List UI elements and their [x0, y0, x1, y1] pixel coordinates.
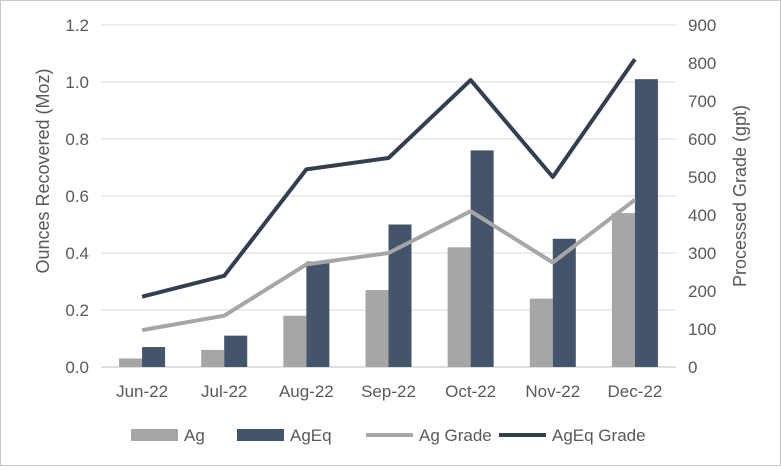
x-tick-label: Nov-22 — [525, 382, 580, 401]
y2-tick-label: 0 — [688, 358, 697, 377]
x-axis-ticks: Jun-22 Jul-22 Aug-22 Sep-22 Oct-22 Nov-22 Dec-… — [116, 382, 662, 401]
right-axis-ticks: 0 100 200 300 400 500 600 700 800 900 — [688, 16, 716, 377]
bar-ageq — [142, 347, 166, 367]
y2-tick-label: 200 — [688, 282, 716, 301]
x-tick-label: Jul-22 — [201, 382, 247, 401]
line-ag-grade — [141, 198, 637, 333]
x-tick-label: Aug-22 — [279, 382, 334, 401]
legend-label-ag-grade: Ag Grade — [419, 426, 492, 445]
left-axis-ticks: 0.0 0.2 0.4 0.6 0.8 1.0 1.2 — [65, 16, 89, 377]
y2-tick-label: 600 — [688, 130, 716, 149]
line-ageq-grade — [141, 58, 637, 299]
right-axis-title: Processed Grade (gpt) — [730, 105, 750, 287]
bar-ageq — [224, 335, 248, 367]
bar-ageq — [306, 261, 330, 367]
bar-ag — [119, 358, 143, 367]
y2-tick-label: 300 — [688, 244, 716, 263]
legend-label-ageq-grade: AgEq Grade — [552, 426, 646, 445]
legend: Ag AgEq Ag Grade AgEq Grade — [131, 426, 646, 445]
bar-ag — [447, 247, 471, 367]
y-tick-label: 0.0 — [65, 358, 89, 377]
y-tick-label: 1.0 — [65, 73, 89, 92]
x-tick-label: Sep-22 — [361, 382, 416, 401]
y-tick-label: 0.2 — [65, 301, 89, 320]
y2-tick-label: 500 — [688, 168, 716, 187]
y2-tick-label: 100 — [688, 320, 716, 339]
x-tick-label: Oct-22 — [445, 382, 496, 401]
y2-tick-label: 900 — [688, 16, 716, 35]
y2-tick-label: 400 — [688, 206, 716, 225]
legend-swatch-ag — [131, 429, 178, 441]
x-tick-label: Jun-22 — [116, 382, 168, 401]
bar-series — [119, 79, 658, 368]
bar-ag — [283, 315, 307, 367]
bar-ag — [529, 298, 553, 367]
bar-ag — [365, 290, 389, 367]
legend-label-ageq: AgEq — [290, 426, 332, 445]
bar-ageq — [634, 79, 658, 368]
left-axis-title: Ounces Recovered (Moz) — [33, 68, 53, 273]
y2-tick-label: 800 — [688, 54, 716, 73]
x-tick-label: Dec-22 — [608, 382, 663, 401]
bar-ageq — [470, 150, 494, 367]
legend-label-ag: Ag — [184, 426, 205, 445]
bar-ag — [201, 349, 225, 367]
y-tick-label: 0.8 — [65, 130, 89, 149]
y2-tick-label: 700 — [688, 92, 716, 111]
y-tick-label: 0.6 — [65, 187, 89, 206]
legend-swatch-ageq — [237, 429, 284, 441]
line-series — [141, 58, 637, 333]
y-tick-label: 1.2 — [65, 16, 89, 35]
y-tick-label: 0.4 — [65, 244, 89, 263]
bar-ageq — [552, 238, 576, 367]
bar-ageq — [388, 224, 412, 367]
bar-ag — [611, 213, 635, 367]
